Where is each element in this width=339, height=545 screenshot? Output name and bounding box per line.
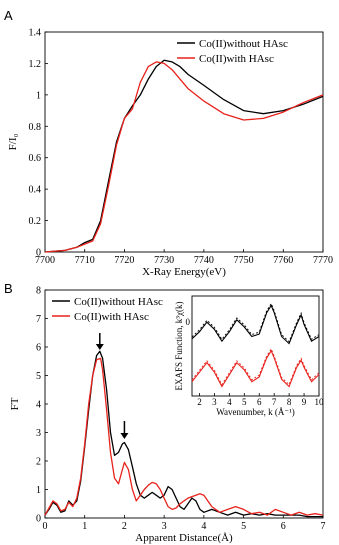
inset-series-line-co-ii-without-hasc (191, 304, 320, 345)
panel-a-x-tick-label: 7750 (234, 255, 254, 266)
panel-b-y-tick-label: 5 (36, 371, 41, 382)
panel-a-y-tick-label: 1.2 (29, 59, 42, 70)
panel-b-x-tick-label: 0 (43, 521, 48, 532)
panel-b-arrow-head (95, 344, 104, 350)
panel-a-y-tick-label: 1 (36, 90, 41, 101)
inset-x-tick-label: 3 (212, 397, 217, 407)
inset-x-tick-label: 4 (227, 397, 232, 407)
panel-a-y-tick-label: 0.2 (29, 216, 42, 227)
panel-label-b: B (4, 281, 13, 296)
inset-y-axis-label: EXAFS Function, k³χ(k) (174, 302, 184, 391)
panel-a-x-tick-label: 7710 (75, 255, 95, 266)
panel-b-y-axis-label: FT (9, 397, 21, 410)
inset-x-tick-label: 6 (257, 397, 262, 407)
panel-b-plot-frame (44, 289, 324, 519)
inset-x-tick-label: 9 (302, 397, 307, 407)
panel-a-y-tick-label: 1.4 (29, 28, 42, 39)
panel-b-arrow-head (120, 433, 129, 439)
panel-a-legend-entry-co-ii-without-hasc: Co(II)without HAsc (199, 38, 288, 50)
panel-b-x-tick-label: 4 (201, 521, 206, 532)
panel-b-legend-entry-co-ii-with-hasc: Co(II)with HAsc (74, 311, 149, 323)
panel-b-series-line-co-ii-with-hasc (44, 357, 324, 516)
panel-b-x-tick-label: 1 (82, 521, 87, 532)
panel-a-x-tick-label: 7700 (35, 255, 55, 266)
panel-a-y-tick-label: 0 (36, 248, 41, 259)
panel-label-a: A (4, 8, 13, 23)
panel-b-x-axis-label: Apparent Distance(Å) (135, 532, 233, 544)
panel-a-x-tick-label: 7740 (194, 255, 214, 266)
panel-a-x-tick-label: 7730 (154, 255, 174, 266)
panel-b-legend-entry-co-ii-without-hasc: Co(II)without HAsc (74, 296, 163, 308)
panel-a-series-line-co-ii-with-hasc (44, 61, 324, 253)
inset-x-tick-label: 2 (197, 397, 202, 407)
panel-b-y-tick-label: 3 (36, 428, 41, 439)
panel-b-series-line-co-ii-without-hasc (44, 350, 323, 518)
panel-a-y-tick-label: 0.4 (29, 185, 42, 196)
panel-a-series-line-co-ii-without-hasc (44, 59, 324, 253)
panel-a: A 7700 7710 7720 7730 7740 7750 7760 7770 0 0.2 0.… (4, 8, 333, 278)
inset-x-tick-label: 7 (272, 397, 277, 407)
inset-fit-line-co-ii-without-hasc (191, 302, 320, 343)
panel-a-x-axis-label: X-Ray Energy(eV) (142, 266, 226, 278)
inset-x-tick-label: 5 (242, 397, 247, 407)
panel-b-x-tick-label: 3 (162, 521, 167, 532)
panel-b-y-tick-label: 0 (36, 514, 41, 525)
panel-b-x-tick-label: 2 (122, 521, 127, 532)
panel-b-y-tick-label: 8 (36, 286, 41, 297)
panel-a-y-tick-label: 0.6 (29, 153, 42, 164)
panel-a-plot-frame (44, 31, 324, 253)
panel-a-x-tick-label: 7760 (273, 255, 293, 266)
panel-a-legend-entry-co-ii-with-hasc: Co(II)with HAsc (199, 53, 274, 65)
inset-x-axis-label: Wavenumber, k (Å⁻¹) (216, 407, 295, 417)
panel-b-y-tick-label: 4 (36, 400, 41, 411)
inset-plot-frame (191, 295, 320, 397)
panel-b-y-tick-label: 2 (36, 457, 41, 468)
inset-series-line-co-ii-with-hasc (191, 349, 320, 388)
panel-a-y-tick-label: 0.8 (29, 122, 42, 133)
inset-x-tick-label: 10 (315, 397, 325, 407)
panel-a-y-axis-label: F/I₀ (7, 133, 19, 150)
panel-b-y-tick-label: 1 (36, 485, 41, 496)
panel-b-y-tick-label: 6 (36, 343, 41, 354)
inset-y-zero-label: 0 (186, 317, 191, 327)
panel-b-y-tick-label: 7 (36, 314, 41, 325)
panel-b-x-tick-label: 5 (241, 521, 246, 532)
panel-b-x-tick-label: 7 (321, 521, 326, 532)
panel-a-x-tick-label: 7770 (313, 255, 333, 266)
panel-b-x-tick-label: 6 (281, 521, 286, 532)
panel-a-x-tick-label: 7720 (114, 255, 134, 266)
inset-x-tick-label: 8 (287, 397, 292, 407)
